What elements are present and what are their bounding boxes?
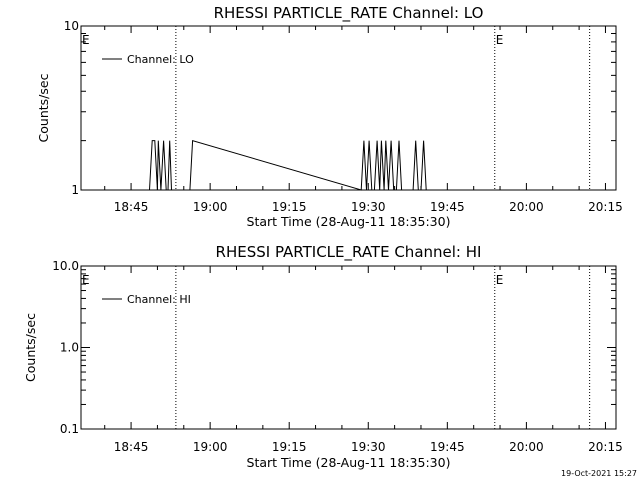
event-marker-label: E	[82, 273, 90, 287]
plot-frame	[80, 265, 617, 430]
x-tick-label: 20:15	[588, 440, 623, 454]
legend-entry: Channel: HI	[127, 293, 191, 306]
x-axis-label: Start Time (28-Aug-11 18:35:30)	[247, 455, 451, 470]
x-tick-label: 19:30	[351, 440, 386, 454]
legend-entry: Channel: LO	[127, 53, 194, 66]
x-tick-label: 20:15	[588, 200, 623, 214]
x-tick-label: 20:00	[509, 440, 544, 454]
y-axis-label: Counts/sec	[23, 313, 38, 382]
chart-panel-1: RHESSI PARTICLE_RATE Channel: LO 18:45 19:…	[36, 4, 623, 229]
series-line-1	[149, 139, 427, 191]
timestamp: 19-Oct-2021 15:27	[561, 469, 637, 478]
chart-title: RHESSI PARTICLE_RATE Channel: LO	[214, 4, 484, 23]
event-marker-label: E	[82, 33, 90, 47]
x-tick-label: 20:00	[509, 200, 544, 214]
x-tick-label: 19:15	[272, 440, 307, 454]
y-tick-label: 1.0	[60, 341, 79, 355]
y-tick-label: 10.0	[52, 259, 79, 273]
chart-panel-2: RHESSI PARTICLE_RATE Channel: HI 18:45 19:…	[23, 243, 623, 470]
plot-frame	[80, 25, 617, 191]
y-tick-label: 1	[71, 183, 79, 197]
x-tick-label: 19:15	[272, 200, 307, 214]
x-tick-label: 18:45	[114, 440, 149, 454]
y-tick-label: 0.1	[60, 422, 79, 436]
y-tick-label: 10	[64, 19, 79, 33]
y-axis-label: Counts/sec	[36, 73, 51, 142]
x-tick-label: 19:00	[193, 440, 228, 454]
x-tick-label: 19:45	[430, 440, 465, 454]
x-tick-label: 19:45	[430, 200, 465, 214]
x-tick-label: 18:45	[114, 200, 149, 214]
event-marker-label: E	[496, 33, 504, 47]
x-tick-label: 19:30	[351, 200, 386, 214]
chart-title: RHESSI PARTICLE_RATE Channel: HI	[216, 243, 482, 262]
event-marker-label: E	[496, 273, 504, 287]
x-axis-label: Start Time (28-Aug-11 18:35:30)	[247, 214, 451, 229]
x-tick-label: 19:00	[193, 200, 228, 214]
